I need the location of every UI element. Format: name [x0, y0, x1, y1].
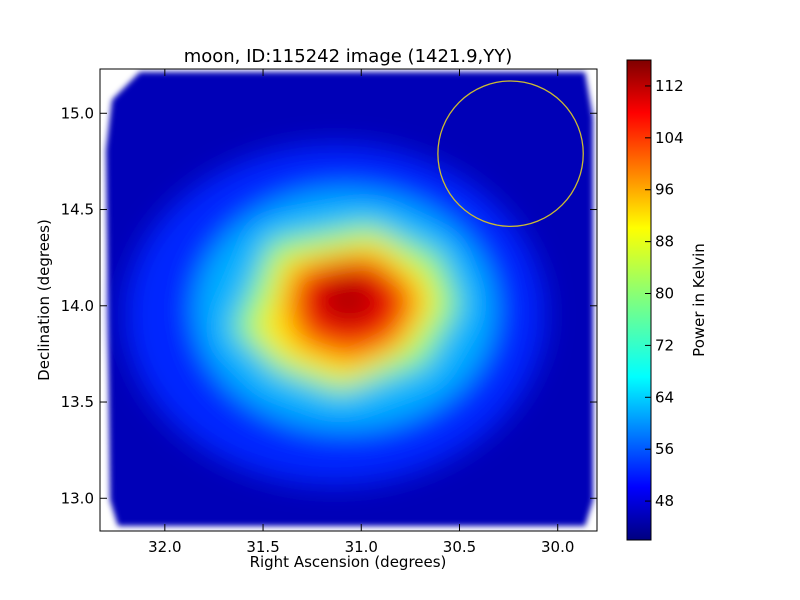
- x-tick-label: 32.0: [148, 538, 181, 556]
- y-axis-ticks: 13.0 13.5 14.0 14.5 15.0: [61, 104, 597, 507]
- x-axis-label: Right Ascension (degrees): [250, 553, 447, 571]
- y-tick-label: 14.5: [61, 201, 94, 219]
- annotation-circle: [437, 80, 584, 228]
- colorbar-tick-label: 80: [655, 285, 674, 303]
- colorbar-label: Power in Kelvin: [690, 243, 708, 357]
- colorbar-tick-label: 112: [655, 77, 684, 95]
- colorbar: 48 56 64 72 80 88 96 104 112: [626, 59, 684, 541]
- x-tick-label: 30.0: [541, 538, 574, 556]
- colorbar-gradient: [626, 59, 652, 541]
- colorbar-ticks: 48 56 64 72 80 88 96 104 112: [645, 77, 684, 510]
- chart-title: moon, ID:115242 image (1421.9,YY): [184, 46, 513, 67]
- colorbar-tick-label: 48: [655, 492, 674, 510]
- y-tick-label: 14.0: [61, 297, 94, 315]
- x-tick-label: 31.5: [246, 538, 279, 556]
- x-axis-ticks: 32.0 31.5 31.0 30.5 30.0: [148, 69, 574, 556]
- plot-frame: [99, 68, 598, 532]
- colorbar-tick-label: 96: [655, 181, 674, 199]
- y-tick-label: 13.0: [61, 489, 94, 507]
- colorbar-tick-label: 56: [655, 440, 674, 458]
- colorbar-tick-label: 64: [655, 388, 674, 406]
- colorbar-tick-label: 72: [655, 336, 674, 354]
- colorbar-tick-label: 104: [655, 129, 684, 147]
- emission-peak: [324, 280, 372, 320]
- y-tick-label: 15.0: [61, 104, 94, 122]
- plot-area: [99, 68, 598, 532]
- x-tick-label: 31.0: [345, 538, 378, 556]
- x-tick-label: 30.5: [443, 538, 476, 556]
- y-tick-label: 13.5: [61, 393, 94, 411]
- colorbar-tick-label: 88: [655, 233, 674, 251]
- y-axis-label: Declination (degrees): [35, 219, 53, 381]
